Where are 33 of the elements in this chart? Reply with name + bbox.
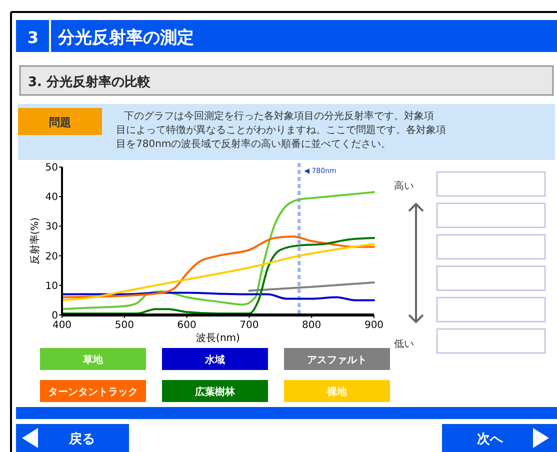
line-series: [61, 191, 375, 310]
text: 広葉樹林: [194, 386, 236, 398]
text: 戻る: [68, 431, 95, 447]
chart-title: 分光反射率の測定: [57, 28, 194, 48]
line-series: [61, 242, 375, 302]
y-tick-label: 30: [45, 222, 58, 233]
x-tick-label: 600: [177, 320, 196, 331]
text: ターンタントラック: [48, 387, 138, 398]
text: 裸地: [326, 386, 348, 398]
x-tick-label: 900: [364, 320, 384, 331]
text: 問題: [49, 116, 71, 129]
x-tick-label: 400: [52, 320, 72, 331]
text: 3: [27, 28, 39, 47]
chart-subtitle: 3. 分光反射率の比較: [28, 74, 152, 90]
text: 次へ: [477, 432, 504, 447]
y-tick-label: 40: [45, 192, 58, 204]
y-tick-label: 10: [45, 280, 58, 292]
text: アスファルト: [307, 355, 367, 366]
text: 下のグラフは今回測定を行った各対象項目の分光反射率です。対象項目によって特徴が異なることがわかりますね。ここで問題です。各対象項目を780nmの波長域で反射率の高い順番に並べてください。: [116, 110, 446, 150]
y-tick-label: 50: [45, 162, 58, 174]
y-tick-label: 20: [45, 251, 58, 262]
text: 水域: [204, 354, 225, 366]
text: 高い: [394, 180, 414, 192]
line-series: [61, 236, 375, 298]
text: 草地: [82, 354, 104, 366]
y-axis-title: 反射率(%): [29, 217, 41, 265]
x-tick-label: 700: [240, 320, 259, 331]
line-series: [61, 292, 375, 302]
text: 低い: [394, 339, 414, 350]
x-axis-title: 波長(nm): [196, 332, 240, 344]
x-tick-label: 800: [302, 320, 322, 331]
x-tick-label: 500: [114, 320, 134, 331]
y-tick-label: 0: [52, 310, 58, 322]
